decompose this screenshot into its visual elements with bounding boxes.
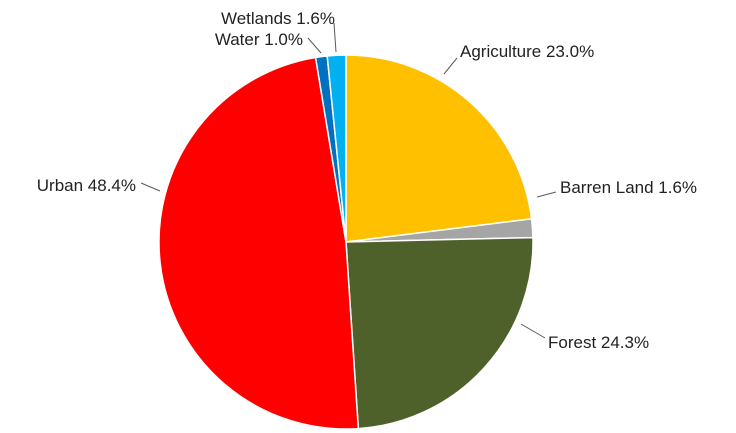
leader-line-agriculture — [443, 57, 458, 75]
slice-labels: Agriculture 23.0% Barren Land 1.6% Forest … — [37, 9, 697, 352]
leader-line-forest — [520, 323, 546, 339]
leader-lines — [140, 22, 557, 339]
pie-slice-agriculture — [345, 54, 533, 243]
pie-slice-urban — [158, 56, 360, 430]
slice-label-forest: Forest 24.3% — [548, 333, 649, 352]
slice-label-wetlands: Wetlands 1.6% — [221, 9, 335, 28]
leader-line-barren-land — [536, 191, 557, 198]
pie-slice-forest — [345, 236, 534, 430]
slice-label-water: Water 1.0% — [215, 30, 303, 49]
slice-label-urban: Urban 48.4% — [37, 176, 136, 195]
slice-label-agriculture: Agriculture 23.0% — [460, 42, 594, 61]
leader-line-wetlands — [333, 22, 337, 53]
leader-line-urban — [140, 182, 161, 192]
pie-slices — [158, 54, 534, 430]
slice-label-barren-land: Barren Land 1.6% — [560, 178, 697, 197]
leader-line-water — [307, 37, 322, 54]
pie-slice-wetlands — [326, 54, 347, 243]
